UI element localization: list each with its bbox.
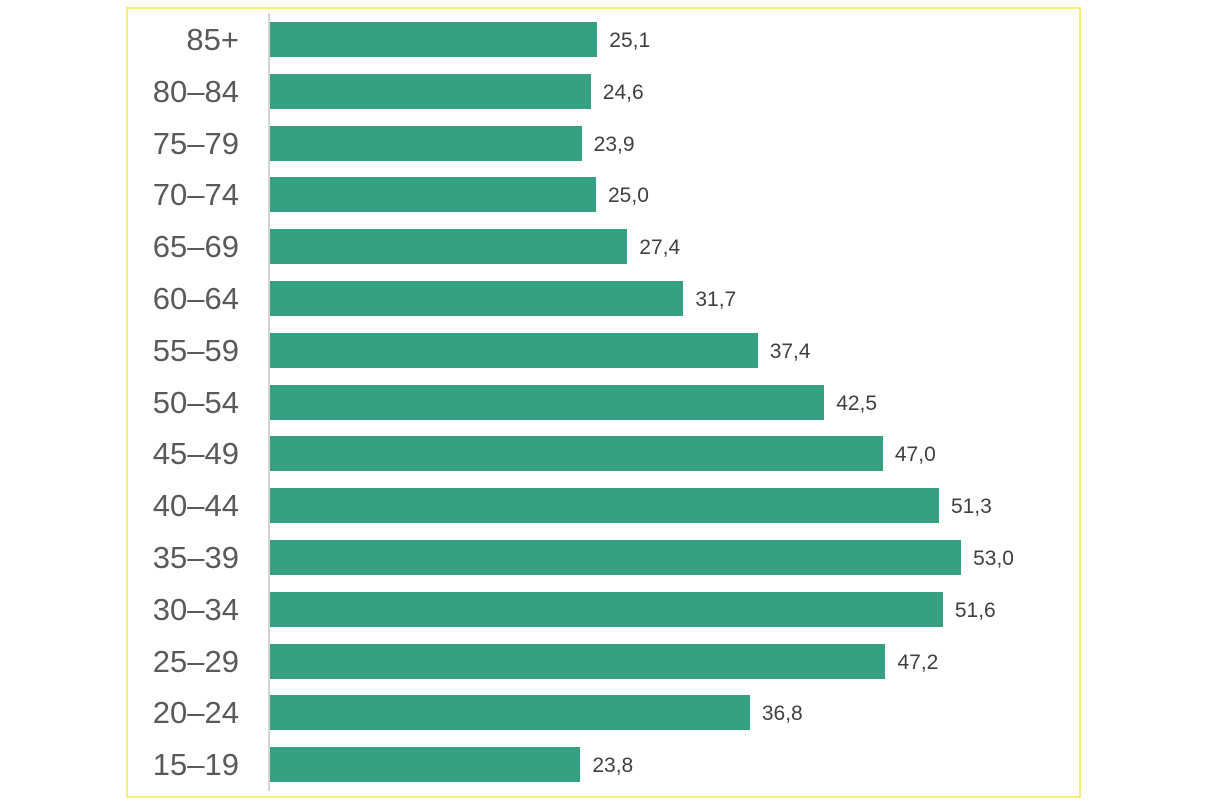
chart-row: 80–84 24,6 (0, 73, 1219, 109)
value-label: 51,6 (954, 598, 996, 622)
data-bar (270, 281, 684, 316)
category-label: 15–19 (152, 747, 239, 783)
value-label: 31,7 (695, 288, 737, 311)
value-label: 53,0 (973, 547, 1014, 570)
value-label: 42,5 (836, 391, 878, 415)
category-label: 75–79 (152, 125, 239, 161)
value-label: 37,4 (769, 339, 811, 363)
category-label: 55–59 (152, 332, 239, 368)
category-axis-line (268, 13, 270, 791)
chart-row: 65–69 27,4 (0, 229, 1219, 265)
category-label: 45–49 (152, 436, 239, 472)
value-label: 27,4 (639, 236, 681, 260)
chart-row: 75–79 23,9 (0, 125, 1219, 161)
value-label: 47,0 (894, 443, 936, 467)
value-label: 24,6 (602, 80, 644, 104)
chart-row: 20–24 36,8 (0, 695, 1219, 731)
category-label: 60–64 (152, 281, 239, 316)
chart-row: 15–19 23,8 (0, 747, 1219, 783)
value-label: 23,8 (592, 754, 634, 778)
data-bar (270, 177, 596, 213)
data-bar (270, 488, 939, 524)
value-label: 36,8 (761, 702, 803, 726)
category-label: 20–24 (152, 695, 239, 731)
chart-row: 55–59 37,4 (0, 332, 1219, 368)
data-bar (270, 591, 943, 627)
value-label: 25,1 (609, 29, 651, 52)
value-label: 51,3 (950, 495, 992, 519)
value-label: 23,9 (593, 132, 635, 156)
data-bar (270, 332, 758, 368)
category-label: 50–54 (152, 384, 239, 420)
category-label: 80–84 (152, 73, 239, 109)
data-bar (270, 384, 825, 420)
value-label: 47,2 (897, 650, 939, 674)
data-bar (270, 73, 591, 109)
category-label: 85+ (186, 22, 239, 57)
data-bar (270, 695, 750, 731)
category-label: 65–69 (152, 229, 239, 265)
data-bar (270, 436, 883, 472)
category-label: 35–39 (152, 540, 239, 575)
chart-row: 35–39 53,0 (0, 540, 1219, 575)
chart-row: 40–44 51,3 (0, 488, 1219, 524)
value-label: 25,0 (608, 184, 649, 208)
chart-row: 85+ 25,1 (0, 22, 1219, 57)
chart-row: 70–74 25,0 (0, 177, 1219, 213)
chart-row: 45–49 47,0 (0, 436, 1219, 472)
data-bar (270, 229, 628, 265)
chart-row: 25–29 47,2 (0, 643, 1219, 679)
category-label: 25–29 (152, 643, 239, 679)
data-bar (270, 747, 581, 783)
data-bar (270, 125, 582, 161)
data-bar (270, 22, 598, 57)
chart-row: 50–54 42,5 (0, 384, 1219, 420)
chart-row: 60–64 31,7 (0, 281, 1219, 316)
data-bar (270, 540, 962, 575)
category-label: 30–34 (152, 591, 239, 627)
category-label: 70–74 (152, 177, 239, 213)
category-label: 40–44 (152, 488, 239, 524)
data-bar (270, 643, 886, 679)
chart-row: 30–34 51,6 (0, 591, 1219, 627)
